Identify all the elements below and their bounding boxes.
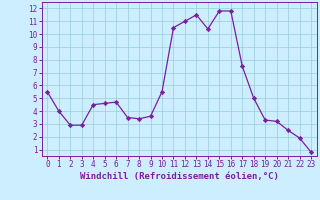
- X-axis label: Windchill (Refroidissement éolien,°C): Windchill (Refroidissement éolien,°C): [80, 172, 279, 181]
